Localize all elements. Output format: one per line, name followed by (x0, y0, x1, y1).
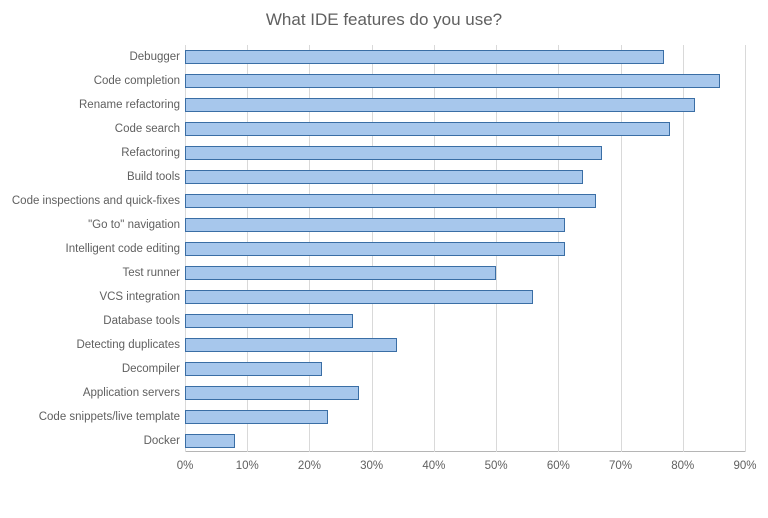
plot-area: 0%10%20%30%40%50%60%70%80%90% (185, 45, 745, 480)
bar (185, 98, 695, 112)
category-label: Debugger (0, 50, 180, 64)
bar (185, 218, 565, 232)
category-label: Refactoring (0, 146, 180, 160)
chart-title: What IDE features do you use? (0, 10, 768, 30)
category-label: Test runner (0, 266, 180, 280)
bar (185, 170, 583, 184)
bar-row (185, 74, 720, 88)
bar-row (185, 218, 565, 232)
category-label: Decompiler (0, 362, 180, 376)
category-label: Application servers (0, 386, 180, 400)
bar (185, 434, 235, 448)
x-tick-label: 0% (177, 460, 194, 472)
category-label: Docker (0, 434, 180, 448)
category-label: Intelligent code editing (0, 242, 180, 256)
x-tick-label: 20% (298, 460, 321, 472)
bar-row (185, 266, 496, 280)
category-label: Database tools (0, 314, 180, 328)
category-label: Code search (0, 122, 180, 136)
category-label: Code inspections and quick-fixes (0, 194, 180, 208)
bar-row (185, 386, 359, 400)
category-label: VCS integration (0, 290, 180, 304)
x-tick-label: 30% (360, 460, 383, 472)
x-tick-label: 70% (609, 460, 632, 472)
bar-row (185, 242, 565, 256)
x-tick-label: 50% (485, 460, 508, 472)
bar (185, 338, 397, 352)
category-label: "Go to" navigation (0, 218, 180, 232)
x-tick-label: 90% (733, 460, 756, 472)
bar-row (185, 146, 602, 160)
category-label: Code snippets/live template (0, 410, 180, 424)
bar (185, 362, 322, 376)
bar (185, 242, 565, 256)
bar (185, 194, 596, 208)
bar (185, 122, 670, 136)
category-label: Code completion (0, 74, 180, 88)
bar (185, 410, 328, 424)
bar (185, 74, 720, 88)
bar (185, 290, 533, 304)
bar-row (185, 314, 353, 328)
bar (185, 314, 353, 328)
category-label: Build tools (0, 170, 180, 184)
ide-features-chart: What IDE features do you use? 0% 10% 20% 30… (0, 0, 768, 518)
x-axis-line (185, 451, 745, 452)
category-label: Detecting duplicates (0, 338, 180, 352)
x-tick-label: 40% (422, 460, 445, 472)
bar-row (185, 290, 533, 304)
bar-row (185, 338, 397, 352)
bar-row (185, 194, 596, 208)
bar-row (185, 170, 583, 184)
bar-row (185, 122, 670, 136)
x-tick-label: 80% (671, 460, 694, 472)
bar-row (185, 362, 322, 376)
grid-line (745, 45, 746, 452)
x-tick-label: 60% (547, 460, 570, 472)
bar (185, 386, 359, 400)
bar (185, 146, 602, 160)
bar (185, 50, 664, 64)
bar-row (185, 434, 235, 448)
bar (185, 266, 496, 280)
category-label: Rename refactoring (0, 98, 180, 112)
bar-row (185, 50, 664, 64)
bar-row (185, 98, 695, 112)
x-tick-label: 10% (236, 460, 259, 472)
bar-row (185, 410, 328, 424)
